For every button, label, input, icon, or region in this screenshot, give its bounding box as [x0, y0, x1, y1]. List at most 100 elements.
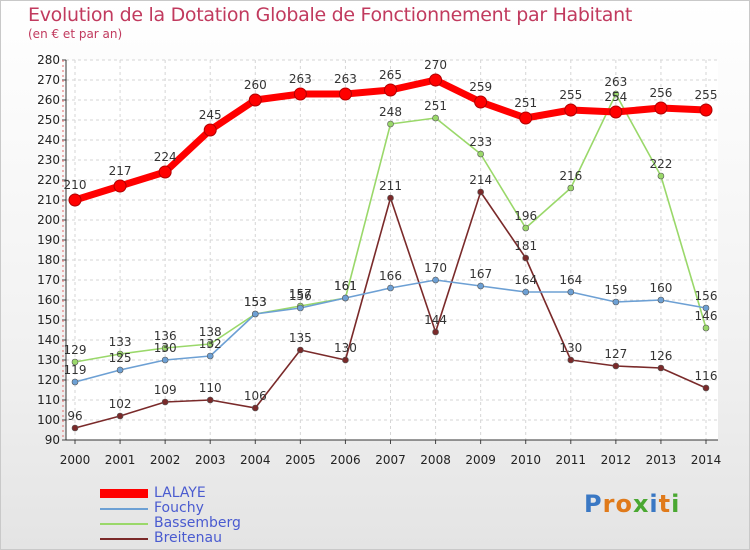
data-point-lalaye — [474, 95, 488, 109]
data-label-breitenau: 135 — [289, 331, 312, 345]
data-label-lalaye: 224 — [154, 150, 177, 164]
data-label-lalaye: 270 — [424, 58, 447, 72]
data-label-bassemberg: 138 — [199, 325, 222, 339]
data-label-bassemberg: 251 — [424, 99, 447, 113]
chart-subtitle: (en € et par an) — [28, 27, 123, 41]
data-point-breitenau — [116, 412, 124, 420]
data-point-breitenau — [567, 356, 575, 364]
data-point-fouchy — [297, 304, 304, 312]
data-point-fouchy — [657, 296, 665, 304]
logo-letter: t — [658, 490, 672, 518]
data-point-breitenau — [612, 362, 620, 370]
y-tick-label: 210 — [37, 193, 60, 207]
x-tick-label: 2000 — [60, 453, 91, 467]
data-point-breitenau — [657, 364, 665, 372]
data-label-lalaye: 245 — [199, 108, 222, 122]
data-label-breitenau: 130 — [559, 341, 582, 355]
data-point-bassemberg — [71, 358, 79, 366]
data-label-breitenau: 214 — [469, 173, 492, 187]
data-point-bassemberg — [116, 350, 124, 358]
chart-title: Evolution de la Dotation Globale de Fonc… — [28, 4, 633, 26]
legend-item-lalaye: LALAYE — [98, 485, 298, 501]
data-point-breitenau — [432, 328, 439, 336]
y-tick-label: 120 — [37, 373, 60, 387]
data-label-lalaye: 217 — [109, 164, 132, 178]
data-label-bassemberg: 133 — [109, 335, 132, 349]
data-point-bassemberg — [657, 172, 665, 180]
logo-letter: P — [584, 490, 603, 518]
y-tick-label: 150 — [37, 313, 60, 327]
x-tick-label: 2010 — [510, 453, 541, 467]
data-label-fouchy: 167 — [469, 267, 492, 281]
data-point-bassemberg — [387, 120, 394, 128]
data-point-breitenau — [161, 398, 169, 406]
legend-item-fouchy: Fouchy — [98, 500, 298, 516]
data-label-fouchy: 130 — [154, 341, 177, 355]
legend-label: Breitenau — [154, 530, 222, 546]
data-label-bassemberg: 161 — [334, 279, 357, 293]
data-label-fouchy: 153 — [244, 295, 267, 309]
y-tick-label: 170 — [37, 273, 60, 287]
data-point-breitenau — [387, 194, 394, 202]
data-point-lalaye — [519, 111, 533, 125]
data-label-fouchy: 166 — [379, 269, 402, 283]
data-point-bassemberg — [612, 90, 620, 98]
data-label-lalaye: 263 — [289, 72, 312, 86]
y-tick-label: 270 — [37, 73, 60, 87]
data-label-fouchy: 156 — [289, 289, 312, 303]
data-label-lalaye: 259 — [469, 80, 492, 94]
data-label-fouchy: 170 — [424, 261, 447, 275]
data-label-lalaye: 256 — [649, 86, 672, 100]
y-tick-label: 240 — [37, 133, 60, 147]
data-point-fouchy — [161, 356, 169, 364]
data-point-lalaye — [68, 193, 82, 207]
data-point-lalaye — [158, 165, 172, 179]
y-tick-label: 200 — [37, 213, 60, 227]
data-point-breitenau — [522, 254, 530, 262]
x-tick-label: 2011 — [556, 453, 587, 467]
data-label-bassemberg: 146 — [695, 309, 718, 323]
data-label-lalaye: 260 — [244, 78, 267, 92]
data-label-lalaye: 254 — [604, 90, 627, 104]
y-tick-label: 130 — [37, 353, 60, 367]
y-tick-label: 190 — [37, 233, 60, 247]
y-tick-label: 140 — [37, 333, 60, 347]
data-label-breitenau: 110 — [199, 381, 222, 395]
data-point-bassemberg — [567, 184, 575, 192]
data-label-fouchy: 160 — [649, 281, 672, 295]
data-point-lalaye — [203, 123, 217, 137]
data-point-breitenau — [71, 424, 79, 432]
data-label-breitenau: 126 — [649, 349, 672, 363]
data-point-bassemberg — [477, 150, 484, 158]
data-point-lalaye — [609, 105, 623, 119]
logo-letter: o — [615, 490, 633, 518]
data-label-bassemberg: 157 — [289, 287, 312, 301]
data-point-lalaye — [429, 73, 443, 87]
legend-item-breitenau: Breitenau — [98, 530, 298, 546]
data-label-bassemberg: 222 — [649, 157, 672, 171]
data-label-fouchy: 132 — [199, 337, 222, 351]
legend-swatch — [100, 523, 148, 525]
data-point-fouchy — [251, 310, 259, 318]
data-point-lalaye — [113, 179, 127, 193]
data-label-fouchy: 119 — [64, 363, 87, 377]
x-tick-label: 2004 — [240, 453, 271, 467]
data-point-fouchy — [702, 304, 710, 312]
data-point-lalaye — [564, 103, 578, 117]
data-point-breitenau — [251, 404, 259, 412]
data-label-lalaye: 263 — [334, 72, 357, 86]
data-label-lalaye: 265 — [379, 68, 402, 82]
y-tick-label: 180 — [37, 253, 60, 267]
data-point-fouchy — [342, 294, 349, 302]
data-point-lalaye — [699, 103, 713, 117]
data-point-lalaye — [384, 83, 397, 97]
x-tick-label: 2005 — [285, 453, 316, 467]
data-label-breitenau: 96 — [67, 409, 82, 423]
data-point-breitenau — [297, 346, 304, 354]
legend-swatch — [100, 489, 148, 498]
legend-label: LALAYE — [154, 485, 206, 501]
data-label-bassemberg: 136 — [154, 329, 177, 343]
data-point-lalaye — [338, 87, 352, 101]
x-tick-label: 2006 — [330, 453, 361, 467]
